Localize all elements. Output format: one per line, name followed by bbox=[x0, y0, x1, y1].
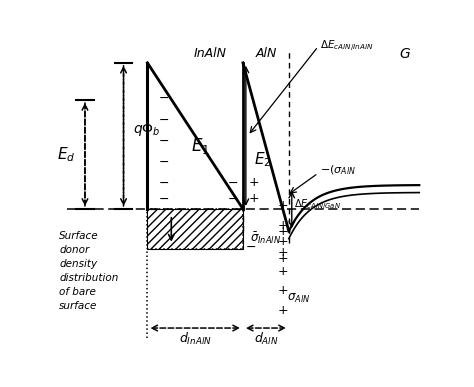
Text: $-$: $-$ bbox=[227, 176, 238, 188]
Text: $+$: $+$ bbox=[277, 252, 288, 264]
Text: $\sigma_{AlN}$: $\sigma_{AlN}$ bbox=[287, 292, 310, 305]
Text: $+$: $+$ bbox=[277, 225, 288, 238]
Text: $\bar{\sigma}_{InAlN}$: $\bar{\sigma}_{InAlN}$ bbox=[250, 231, 282, 247]
Text: InAlN: InAlN bbox=[193, 47, 227, 60]
Text: $-$: $-$ bbox=[158, 113, 170, 126]
Text: Surface
donor
density
distribution
of bare
surface: Surface donor density distribution of ba… bbox=[59, 231, 118, 311]
Text: $+$: $+$ bbox=[247, 176, 259, 188]
Text: $q\Phi_b$: $q\Phi_b$ bbox=[133, 122, 160, 139]
Text: $d_{AlN}$: $d_{AlN}$ bbox=[254, 331, 278, 348]
Text: $-$: $-$ bbox=[158, 176, 170, 188]
Text: $+$: $+$ bbox=[277, 235, 288, 248]
Text: $-$: $-$ bbox=[227, 192, 238, 205]
Text: $E_d$: $E_d$ bbox=[57, 145, 76, 164]
Text: $+$: $+$ bbox=[277, 265, 288, 278]
Text: $\Delta E_{cAlN/InAlN}$: $\Delta E_{cAlN/InAlN}$ bbox=[320, 39, 374, 54]
Text: $-$: $-$ bbox=[158, 134, 170, 147]
Text: $+$: $+$ bbox=[277, 284, 288, 297]
Text: $-$: $-$ bbox=[158, 91, 170, 104]
Text: $+$: $+$ bbox=[277, 219, 288, 232]
Text: $-$: $-$ bbox=[158, 155, 170, 168]
Text: $+$: $+$ bbox=[277, 246, 288, 259]
Text: $-$: $-$ bbox=[158, 192, 170, 205]
Text: $+$: $+$ bbox=[247, 192, 259, 205]
Text: $+$: $+$ bbox=[277, 199, 288, 212]
Text: $+$: $+$ bbox=[277, 304, 288, 317]
Text: $d_{InAlN}$: $d_{InAlN}$ bbox=[179, 331, 211, 348]
Text: $E_1$: $E_1$ bbox=[191, 136, 210, 156]
Text: $E_2$: $E_2$ bbox=[255, 150, 272, 169]
Text: G: G bbox=[399, 47, 410, 61]
Text: $\Delta E_{cAlN/GaN}$: $\Delta E_{cAlN/GaN}$ bbox=[293, 198, 340, 213]
Text: $-(\sigma_{AlN}$: $-(\sigma_{AlN}$ bbox=[320, 163, 356, 177]
Text: AlN: AlN bbox=[255, 47, 276, 60]
Text: $-$: $-$ bbox=[245, 240, 256, 253]
Bar bbox=[147, 209, 243, 249]
